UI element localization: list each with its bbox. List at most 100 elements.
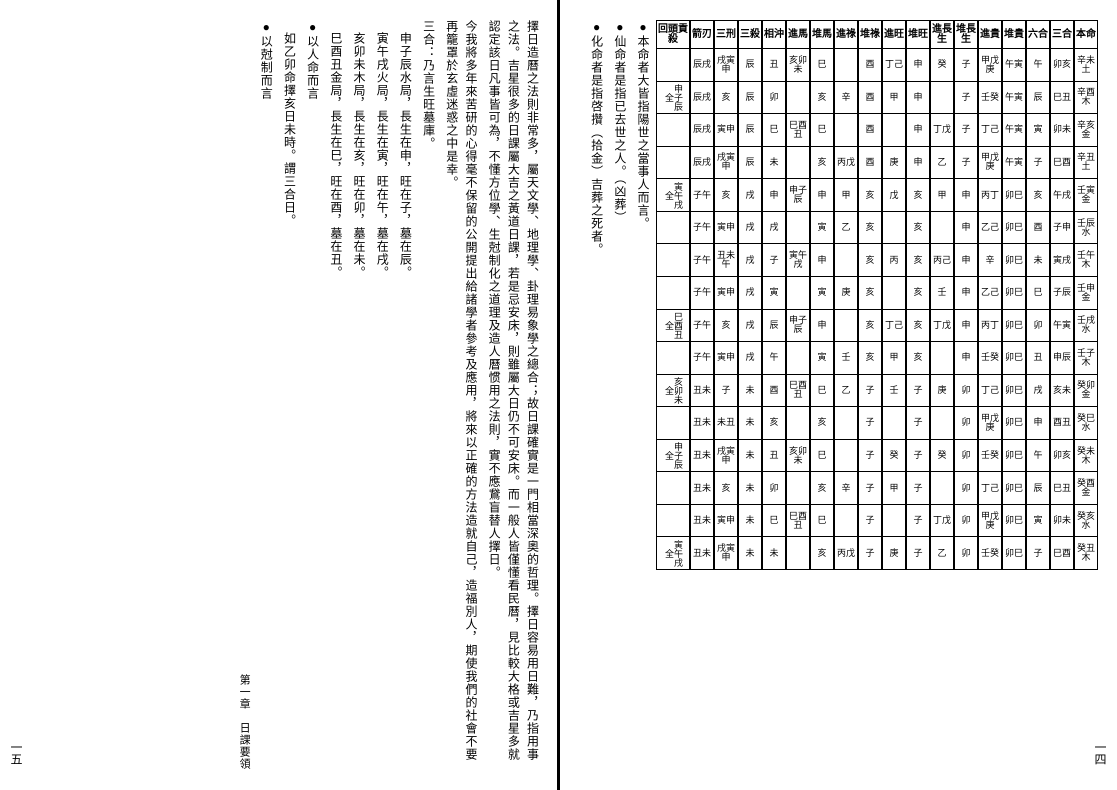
table-cell: 戌: [1027, 375, 1049, 408]
table-cell: 丙戊: [835, 147, 857, 180]
table-cell: 寅: [811, 342, 833, 375]
table-cell: 子: [1027, 147, 1049, 180]
table-cell: 未: [763, 537, 785, 569]
table-cell: 午: [1027, 440, 1049, 473]
table-cell: 午寅: [1051, 310, 1073, 343]
table-cell: 甲戊庚: [979, 505, 1001, 538]
note-1: 仙命者是指已去世之人。（凶葬）: [610, 20, 629, 770]
table-cell: 辰戌: [691, 114, 713, 147]
table-cell: 申: [811, 310, 833, 343]
table-cell: [657, 407, 689, 440]
table-cell: 申: [907, 114, 929, 147]
table-head-cell: 箭刃: [691, 21, 713, 49]
table-cell: [835, 440, 857, 473]
table-cell: 甲: [883, 82, 905, 115]
table-cell: 亥: [907, 244, 929, 277]
table-cell: [787, 82, 809, 115]
table-cell: 申: [955, 342, 977, 375]
table-cell: 壬: [883, 375, 905, 408]
table-cell: 卯巳: [1003, 407, 1025, 440]
table-cell: 丑未午: [715, 244, 737, 277]
table-cell: 戌: [739, 342, 761, 375]
table-cell: 子辰: [1051, 277, 1073, 310]
table-cell: 丁己: [979, 472, 1001, 505]
table-cell: 申: [907, 82, 929, 115]
table-cell: 子: [955, 147, 977, 180]
table-cell: 申: [955, 310, 977, 343]
table-head-cell: 回頭貢殺: [657, 21, 689, 49]
bullet-0: 以人命而言: [302, 20, 321, 770]
table-cell: 卯: [955, 375, 977, 408]
item-2: 亥卯未木局，長生在亥，旺在卯，墓在未。: [349, 20, 368, 770]
table-cell: [787, 537, 809, 569]
table-cell: 丙: [883, 244, 905, 277]
table-cell: 癸丑木: [1075, 537, 1097, 569]
table-cell: 未丑: [715, 407, 737, 440]
table-cell: 巳酉丑: [787, 505, 809, 538]
table-cell: 卯: [1027, 310, 1049, 343]
table-cell: 卯巳: [1003, 505, 1025, 538]
table-cell: 壬癸: [979, 82, 1001, 115]
table-cell: 巳酉: [1051, 537, 1073, 569]
table-col: 堆馬巳亥巳亥申寅申寅申寅巳亥巳亥巳亥: [810, 20, 834, 570]
table-cell: 乙: [931, 537, 953, 569]
table-cell: [787, 472, 809, 505]
table-cell: 戌: [739, 179, 761, 212]
table-cell: [657, 505, 689, 538]
table-cell: 丁己: [979, 114, 1001, 147]
table-cell: 子午: [691, 179, 713, 212]
table-cell: 亥: [763, 407, 785, 440]
table-cell: 午: [763, 342, 785, 375]
table-cell: 午: [1027, 49, 1049, 82]
table-cell: 巳: [811, 505, 833, 538]
table-cell: 卯: [955, 407, 977, 440]
table-cell: 巳: [763, 114, 785, 147]
table-cell: 寅申: [715, 277, 737, 310]
table-cell: 甲: [883, 342, 905, 375]
table-cell: 申: [907, 49, 929, 82]
table-cell: 戌寅申: [715, 440, 737, 473]
table-cell: 酉丑: [1051, 407, 1073, 440]
table-cell: 戌: [739, 244, 761, 277]
footer-text: 第一章 日課要領: [234, 374, 252, 770]
table-cell: 申: [811, 179, 833, 212]
table-cell: 子: [907, 440, 929, 473]
table-cell: 未: [739, 375, 761, 408]
table-cell: 未: [739, 472, 761, 505]
table-head-cell: 進長生: [931, 21, 953, 49]
table-cell: 癸卯金: [1075, 375, 1097, 408]
table-cell: 亥: [811, 537, 833, 569]
table-cell: 丑未: [691, 537, 713, 569]
table-cell: 卯巳: [1003, 342, 1025, 375]
table-cell: 未: [1027, 244, 1049, 277]
table-cell: [835, 310, 857, 343]
table-cell: 亥: [811, 147, 833, 180]
table-head-cell: 進貴: [979, 21, 1001, 49]
table-cell: 巳酉丑全: [657, 310, 689, 343]
table-cell: 寅: [763, 277, 785, 310]
table-head-cell: 堆旺: [907, 21, 929, 49]
table-cell: 丑未: [691, 472, 713, 505]
table-col: 進貴甲戊庚壬癸丁己甲戊庚丙丁乙己辛乙己丙丁壬癸丁己甲戊庚壬癸丁己甲戊庚壬癸: [978, 20, 1002, 570]
table-cell: 壬戌水: [1075, 310, 1097, 343]
table-cell: 子午: [691, 342, 713, 375]
table-cell: 申子辰全: [657, 82, 689, 115]
data-table: 本命辛未土辛酉木辛亥金辛丑土壬寅金壬辰水壬午木壬申金壬戌水壬子木癸卯金癸巳水癸未…: [656, 20, 1098, 570]
table-cell: [787, 407, 809, 440]
table-cell: 午寅: [1003, 49, 1025, 82]
table-cell: 亥: [715, 472, 737, 505]
table-cell: 乙: [835, 212, 857, 245]
table-cell: 卯巳: [1003, 277, 1025, 310]
table-cell: 申: [907, 147, 929, 180]
table-head-cell: 堆貴: [1003, 21, 1025, 49]
table-cell: [787, 277, 809, 310]
table-cell: 子: [859, 537, 881, 569]
table-cell: 丑未: [691, 505, 713, 538]
table-col: 進馬亥卯未巳酉丑申子辰寅午戌申子辰巳酉丑亥卯未巳酉丑: [786, 20, 810, 570]
table-cell: 卯亥: [1051, 440, 1073, 473]
table-cell: [787, 147, 809, 180]
table-cell: 庚: [883, 537, 905, 569]
table-cell: 丙己: [931, 244, 953, 277]
table-cell: 癸巳水: [1075, 407, 1097, 440]
table-cell: 戌寅申: [715, 537, 737, 569]
